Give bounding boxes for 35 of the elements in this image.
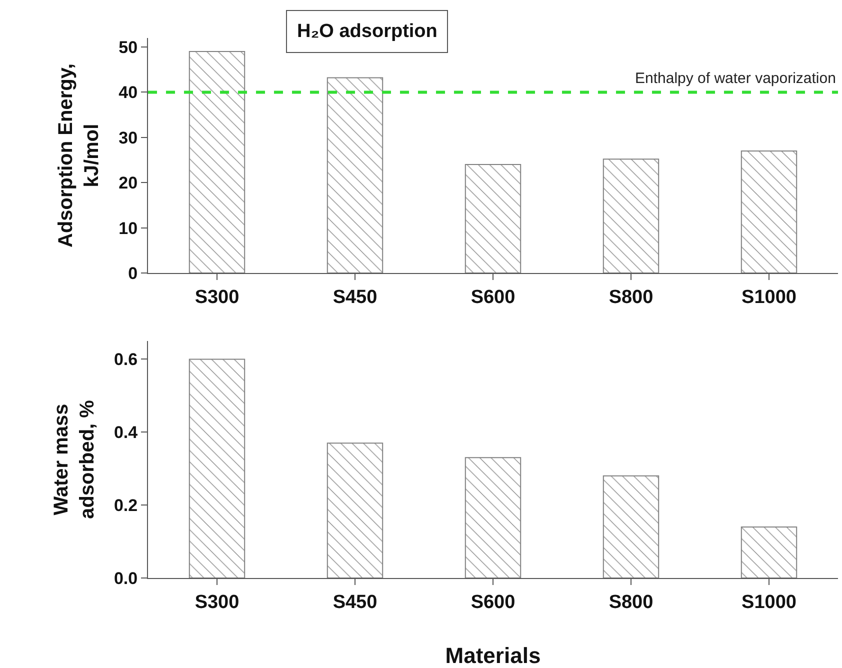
y-tick-label: 10 [118, 218, 138, 238]
x-tick-label: S300 [194, 286, 240, 308]
ref-line-label: Enthalpy of water vaporization [635, 70, 836, 87]
x-tick-label: S1000 [742, 592, 796, 613]
y-tick-label: 50 [118, 38, 138, 57]
y-tick-label: 0.4 [114, 423, 138, 442]
x-tick-label: S450 [332, 286, 378, 308]
chart-title: H₂O adsorption [297, 21, 438, 42]
y-tick-label: 0 [128, 264, 138, 283]
y-tick-label: 0.2 [114, 496, 138, 516]
bar [602, 475, 660, 578]
bar [464, 164, 522, 273]
bar [602, 158, 660, 273]
y-tick-label: 20 [118, 174, 138, 193]
x-tick-label: S600 [470, 592, 516, 613]
bar [740, 150, 798, 273]
y-tick-label: 30 [118, 128, 138, 148]
x-tick-label: S1000 [742, 286, 796, 308]
y-tick-label: 0.6 [114, 350, 138, 370]
bar [326, 442, 384, 578]
y-tick-label: 0.0 [114, 568, 138, 588]
x-tick-label: S450 [332, 592, 378, 613]
bar [188, 51, 246, 273]
y-tick-label: 40 [118, 83, 138, 102]
bar [740, 526, 798, 578]
x-tick-label: S300 [194, 592, 240, 613]
bar [464, 457, 522, 578]
y-axis-title: Adsorption Energy, kJ/mol [55, 63, 104, 248]
x-tick-label: S800 [608, 286, 654, 308]
x-tick-label: S800 [608, 592, 654, 613]
bar [326, 77, 384, 273]
x-axis-title: Materials [445, 643, 541, 668]
y-axis-title: Water mass adsorbed, % [50, 400, 98, 519]
bar [188, 358, 246, 578]
x-tick-label: S600 [470, 286, 516, 308]
